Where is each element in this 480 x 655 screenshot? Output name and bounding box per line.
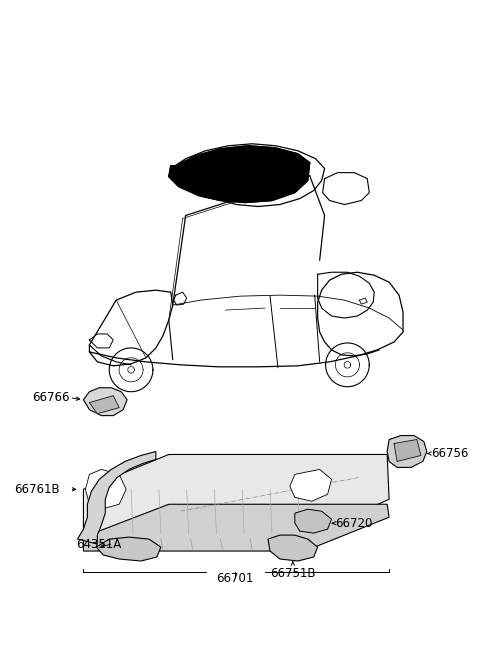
Polygon shape <box>85 470 126 509</box>
Text: 66761B: 66761B <box>14 483 60 496</box>
Polygon shape <box>169 146 310 202</box>
Text: 66756: 66756 <box>431 447 468 460</box>
Text: 66766: 66766 <box>32 391 70 404</box>
Polygon shape <box>290 470 332 501</box>
Polygon shape <box>387 436 427 468</box>
Polygon shape <box>77 451 156 544</box>
Polygon shape <box>84 455 389 537</box>
Polygon shape <box>89 396 119 414</box>
Polygon shape <box>295 509 332 533</box>
Polygon shape <box>268 535 318 561</box>
Polygon shape <box>84 388 127 416</box>
Text: 66720: 66720 <box>336 517 373 530</box>
Text: 66751B: 66751B <box>270 567 315 580</box>
Polygon shape <box>96 537 161 561</box>
Text: 66701: 66701 <box>216 572 254 586</box>
Text: 64351A: 64351A <box>76 538 122 551</box>
Polygon shape <box>394 440 421 461</box>
Polygon shape <box>84 504 389 551</box>
